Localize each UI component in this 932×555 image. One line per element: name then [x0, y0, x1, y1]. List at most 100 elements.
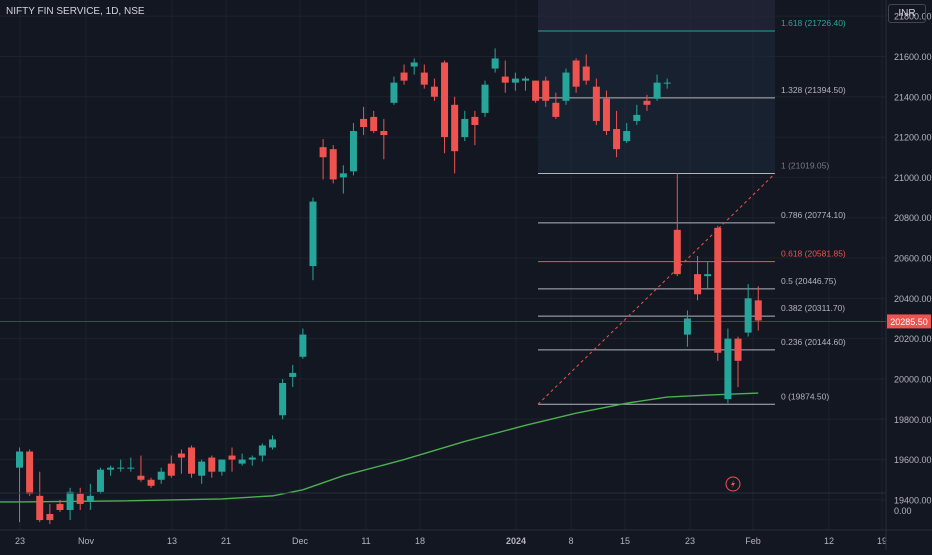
candle	[137, 455, 145, 482]
candle-body	[360, 118, 368, 127]
candle	[127, 457, 135, 472]
candle	[36, 471, 44, 523]
y-tick-label: 19600.00	[894, 455, 932, 465]
x-tick-label: 15	[620, 536, 630, 546]
candle-body	[390, 82, 398, 103]
candle-body	[532, 80, 540, 101]
x-tick-label: 21	[221, 536, 231, 546]
candle-body	[430, 86, 438, 97]
candle	[279, 378, 287, 420]
candle-body	[380, 131, 388, 136]
candle	[744, 284, 752, 337]
y-tick-label: 21200.00	[894, 133, 932, 143]
candle-body	[694, 274, 702, 295]
fibonacci-extension[interactable]: 1.618 (21726.40) 1.328 (21394.50) 1 (21019…	[537, 0, 846, 405]
x-tick-label: 11	[361, 536, 370, 546]
candle	[623, 122, 631, 144]
candle	[390, 76, 398, 105]
candle	[643, 94, 651, 111]
candle	[299, 328, 307, 359]
volume-axis-label: 0.00	[894, 506, 912, 516]
candle-body	[653, 82, 661, 99]
candle	[562, 68, 570, 105]
candle-body	[167, 463, 175, 476]
candle	[592, 78, 600, 125]
x-tick-label: 2024	[506, 536, 526, 546]
candle-body	[501, 76, 509, 83]
x-tick-label: Dec	[292, 536, 309, 546]
candle-body	[147, 479, 155, 486]
y-tick-label: 19400.00	[894, 495, 932, 505]
candle	[734, 336, 742, 388]
y-tick-label: 20000.00	[894, 374, 932, 384]
candle	[349, 122, 357, 176]
candle	[673, 173, 681, 277]
candle-body	[602, 98, 610, 132]
candle-body	[309, 201, 317, 267]
candle	[491, 48, 499, 73]
y-tick-label: 21400.00	[894, 92, 932, 102]
candle-body	[552, 102, 560, 117]
candle	[107, 465, 115, 476]
candle	[289, 364, 297, 388]
candle-body	[238, 459, 246, 464]
candle	[177, 449, 185, 474]
candle	[400, 64, 408, 85]
candle	[461, 110, 469, 142]
ma-line	[0, 392, 759, 503]
candle	[248, 455, 256, 466]
candle	[582, 54, 590, 85]
candle-body	[177, 453, 185, 458]
candle-body	[137, 475, 145, 480]
candle	[694, 256, 702, 301]
candle	[228, 447, 236, 472]
candle	[96, 467, 104, 494]
candle-body	[714, 227, 722, 353]
candle	[501, 60, 509, 93]
candle-body	[218, 459, 226, 472]
candle-body	[299, 334, 307, 357]
candle-body	[643, 100, 651, 105]
candle	[319, 139, 327, 180]
candle-body	[441, 62, 449, 138]
candle	[441, 60, 449, 154]
flash-icon-glyph	[731, 480, 735, 488]
candle	[339, 165, 347, 194]
x-tick-label: Nov	[78, 536, 95, 546]
candle	[208, 455, 216, 478]
candle-body	[258, 445, 266, 456]
candle-body	[289, 372, 297, 377]
candle-body	[117, 467, 125, 469]
x-tick-label: 19	[877, 536, 887, 546]
candle	[188, 445, 196, 478]
currency-button[interactable]: INR	[888, 4, 926, 23]
candle-body	[420, 72, 428, 85]
candle-body	[734, 338, 742, 361]
candle-body	[248, 457, 256, 460]
candle	[410, 58, 418, 75]
x-tick-label: 23	[685, 536, 695, 546]
candle	[754, 286, 762, 331]
candle-body	[86, 495, 94, 502]
candle-body	[673, 229, 681, 275]
candle-body	[613, 129, 621, 150]
candle	[532, 80, 540, 103]
candle	[613, 110, 621, 158]
candle-body	[572, 60, 580, 87]
candle-body	[663, 82, 671, 84]
last-price-tag	[887, 314, 931, 329]
candle-body	[66, 491, 74, 510]
candle	[26, 449, 34, 496]
y-tick-label: 21000.00	[894, 173, 932, 183]
candle	[683, 310, 691, 347]
candle-body	[562, 72, 570, 101]
last-price-value: 20285.50	[890, 317, 928, 327]
candle-body	[623, 131, 631, 142]
candle-body	[542, 80, 550, 101]
candle	[663, 78, 671, 89]
candle-body	[96, 469, 104, 492]
